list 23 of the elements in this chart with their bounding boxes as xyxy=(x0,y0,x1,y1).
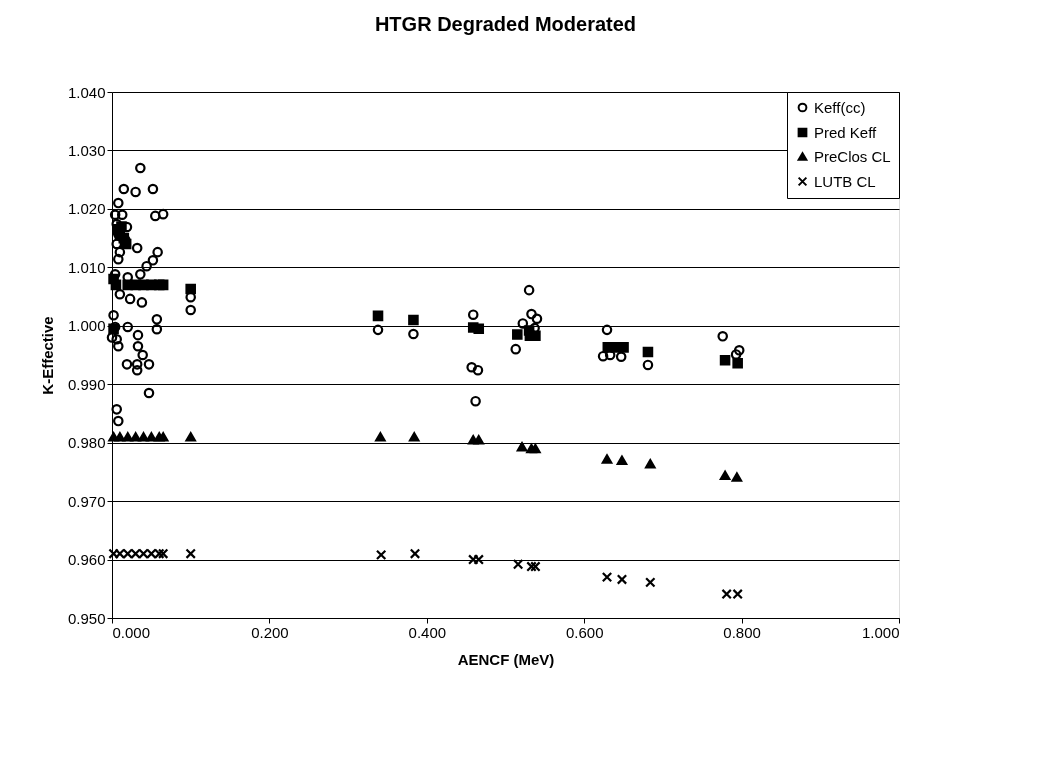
y-tick-label: 0.990 xyxy=(67,375,106,393)
y-tick-label: 0.980 xyxy=(67,434,106,452)
y-axis-title: K-Effective xyxy=(38,316,56,395)
x-axis-title: AENCF (MeV) xyxy=(457,650,555,668)
x-tick-label: 0.800 xyxy=(723,623,761,641)
legend-label: Pred Keff xyxy=(814,123,878,141)
legend-label: LUTB CL xyxy=(814,172,876,190)
y-tick-label: 0.960 xyxy=(67,551,106,569)
y-tick-label: 0.970 xyxy=(67,492,106,510)
y-tick-label: 1.010 xyxy=(67,258,106,276)
x-tick-label: 0.400 xyxy=(408,623,447,641)
y-tick-label: 1.020 xyxy=(67,200,106,218)
legend-label: PreClos CL xyxy=(814,147,891,165)
x-tick-label: 0.600 xyxy=(565,623,604,641)
y-tick-label: 1.040 xyxy=(67,83,106,101)
y-tick-label: 0.950 xyxy=(67,609,106,627)
y-tick-label: 1.000 xyxy=(67,317,106,335)
x-tick-label: 0.000 xyxy=(112,623,151,641)
legend-label: Keff(cc) xyxy=(814,98,866,116)
chart-title: HTGR Degraded Moderated xyxy=(374,13,637,35)
x-tick-label: 0.200 xyxy=(251,623,289,641)
y-tick-label: 1.030 xyxy=(67,141,106,159)
x-tick-label: 1.000 xyxy=(861,623,900,641)
